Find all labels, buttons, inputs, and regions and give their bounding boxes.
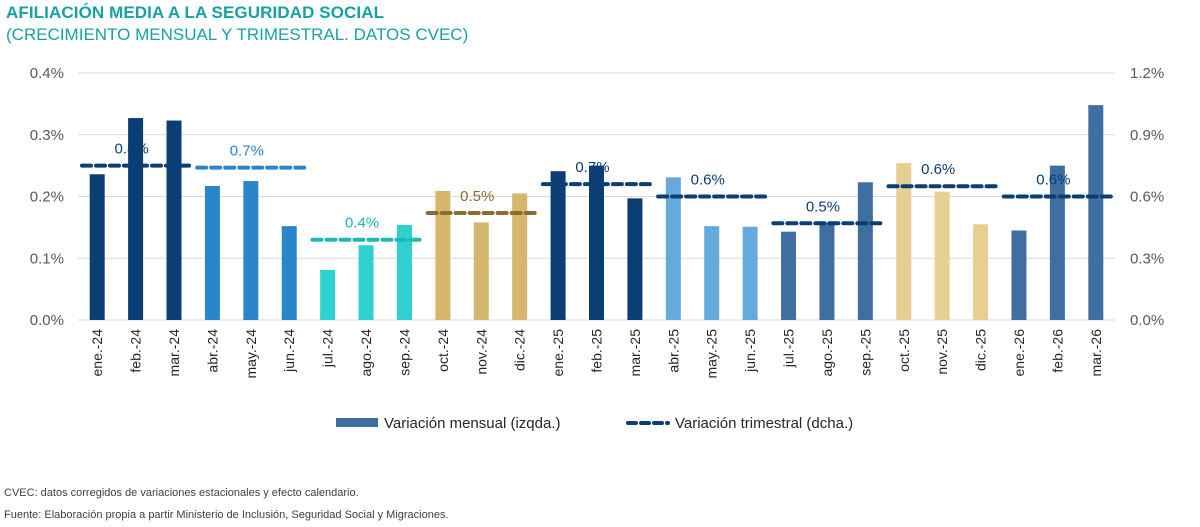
- quarterly-label: 0.8%: [115, 141, 149, 158]
- x-tick-label: feb.-25: [589, 329, 605, 373]
- bar: [934, 191, 950, 320]
- x-tick-label: abr.-24: [204, 329, 220, 373]
- x-tick-label: mar.-25: [627, 329, 643, 377]
- quarterly-label: 0.6%: [1036, 172, 1070, 189]
- left-axis-tick-label: 0.0%: [30, 312, 64, 329]
- legend-monthly-swatch: [336, 418, 378, 427]
- x-tick-label: may.-25: [704, 329, 720, 379]
- right-axis-tick-label: 0.0%: [1130, 312, 1164, 329]
- bar: [742, 226, 758, 320]
- quarterly-label: 0.7%: [230, 143, 264, 160]
- x-tick-label: ago.-25: [819, 329, 835, 377]
- x-tick-label: jul.-25: [781, 329, 797, 368]
- chart-subtitle: (CRECIMIENTO MENSUAL Y TRIMESTRAL. DATOS…: [6, 25, 469, 44]
- bar: [1088, 105, 1104, 320]
- x-tick-label: sep.-25: [857, 329, 873, 376]
- quarterly-label: 0.7%: [575, 159, 609, 176]
- x-tick-label: dic.-25: [973, 329, 989, 371]
- bar: [243, 181, 259, 320]
- x-tick-label: jun.-25: [742, 329, 758, 373]
- x-tick-label: nov.-24: [473, 329, 489, 375]
- x-tick-label: abr.-25: [665, 329, 681, 373]
- right-axis-tick-label: 0.6%: [1130, 189, 1164, 206]
- bar: [166, 120, 182, 320]
- bar: [627, 198, 643, 320]
- x-tick-label: mar.-24: [166, 329, 182, 377]
- right-axis-tick-label: 0.3%: [1130, 250, 1164, 267]
- bar: [128, 118, 144, 320]
- bar: [512, 193, 528, 320]
- source-note: Fuente: Elaboración propia a partir Mini…: [4, 509, 449, 521]
- bar: [896, 163, 912, 320]
- quarterly-label: 0.5%: [460, 188, 494, 205]
- left-axis-tick-label: 0.4%: [30, 65, 64, 82]
- bar: [204, 186, 220, 320]
- bar: [320, 269, 336, 320]
- x-tick-label: nov.-25: [934, 329, 950, 375]
- bar: [589, 165, 604, 320]
- x-tick-label: jun.-24: [281, 329, 297, 373]
- right-axis-tick-label: 1.2%: [1130, 65, 1164, 82]
- bar: [435, 190, 451, 320]
- legend-monthly-label: Variación mensual (izqda.): [384, 415, 560, 432]
- bar: [857, 182, 873, 320]
- bar: [281, 226, 297, 320]
- left-axis-tick-label: 0.3%: [30, 127, 64, 144]
- bar: [819, 222, 835, 320]
- bar: [89, 174, 105, 320]
- x-tick-label: ene.-24: [89, 329, 105, 377]
- x-tick-label: sep.-24: [396, 329, 412, 376]
- chart-title: AFILIACIÓN MEDIA A LA SEGURIDAD SOCIAL: [6, 3, 385, 22]
- quarterly-label: 0.6%: [691, 172, 725, 189]
- bar: [665, 177, 681, 320]
- bar: [704, 226, 720, 320]
- bar: [358, 245, 374, 320]
- x-tick-label: oct.-24: [435, 329, 451, 372]
- x-tick-label: jul.-24: [320, 329, 336, 368]
- legend-quarterly-label: Variación trimestral (dcha.): [675, 415, 853, 432]
- left-axis-tick-label: 0.1%: [30, 250, 64, 267]
- x-tick-label: may.-24: [243, 329, 259, 379]
- left-axis-tick-label: 0.2%: [30, 189, 64, 206]
- x-tick-label: dic.-24: [512, 329, 528, 371]
- x-tick-label: ene.-25: [550, 329, 566, 377]
- x-tick-label: feb.-26: [1049, 329, 1065, 373]
- x-tick-label: mar.-26: [1088, 329, 1104, 377]
- right-axis-tick-label: 0.9%: [1130, 127, 1164, 144]
- x-tick-label: oct.-25: [896, 329, 912, 372]
- x-tick-label: ene.-26: [1011, 329, 1027, 377]
- x-tick-label: ago.-24: [358, 329, 374, 377]
- bar: [1011, 230, 1027, 320]
- bar: [1049, 165, 1065, 320]
- x-tick-label: feb.-24: [128, 329, 144, 373]
- bar: [550, 171, 566, 320]
- bar: [473, 222, 489, 320]
- bar: [396, 224, 412, 320]
- cvec-note: CVEC: datos corregidos de variaciones es…: [4, 487, 359, 499]
- bar: [973, 224, 989, 320]
- quarterly-label: 0.5%: [806, 198, 840, 215]
- bar: [781, 231, 797, 320]
- quarterly-label: 0.6%: [921, 161, 955, 178]
- quarterly-label: 0.4%: [345, 215, 379, 232]
